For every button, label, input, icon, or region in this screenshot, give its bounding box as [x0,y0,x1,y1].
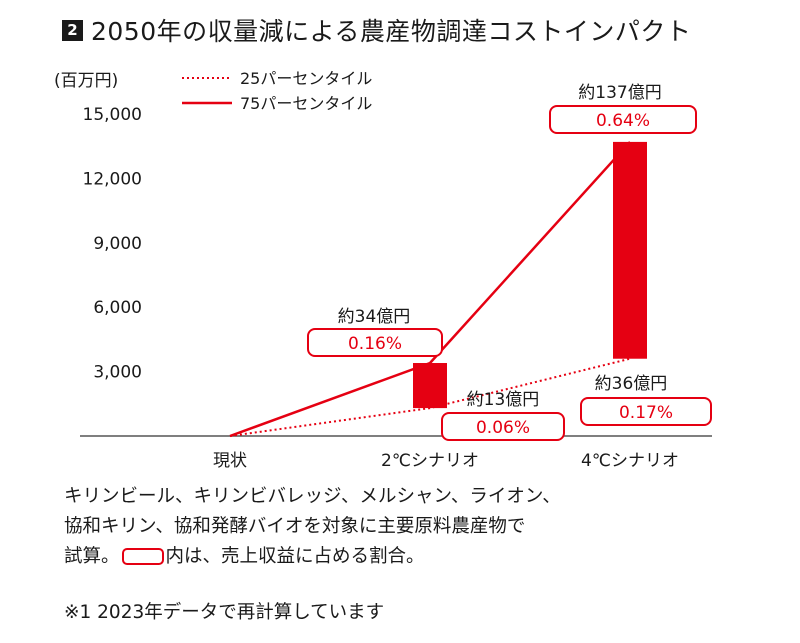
y-tick-label: 6,000 [93,298,142,318]
caption-line-1: キリンビール、キリンビバレッジ、メルシャン、ライオン、 [64,486,561,507]
annotation-share-label: 0.64% [596,111,650,131]
legend-label: 75パーセンタイル [240,94,372,113]
percentile-range-bar [613,141,647,359]
series-line-75th [229,141,631,438]
y-tick-label: 15,000 [83,105,142,125]
x-category-label: 2℃シナリオ [381,451,479,471]
x-category-label: 4℃シナリオ [581,451,679,471]
annotation-share-label: 0.17% [619,403,673,423]
caption-line-3-start: 試算。 [64,546,120,567]
caption-line-2: 協和キリン、協和発酵バイオを対象に主要原料農産物で [64,516,526,537]
annotation-share-box [580,397,712,426]
share-box-legend-icon [121,548,164,565]
annotation-share-label: 0.16% [348,334,402,354]
annotation-share-box [549,105,697,134]
annotation-share-box [441,412,565,441]
y-unit-label: (百万円) [54,71,118,91]
annotation-amount-label: 約13億円 [467,390,540,410]
caption-line-3: 試算。 内は、売上収益に占める割合。 [64,542,784,572]
y-tick-label: 9,000 [93,234,142,254]
footnote: ※1 2023年データで再計算しています [64,602,385,623]
caption-line-3-end: 内は、売上収益に占める割合。 [165,546,425,567]
legend-label: 25パーセンタイル [240,69,372,88]
annotation-share-box [307,328,443,357]
annotation-amount-label: 約137億円 [578,83,661,103]
chart-title: 2 2050年の収量減による農産物調達コストインパクト [62,12,691,48]
figure-number-badge: 2 [62,19,83,41]
x-category-label: 現状 [213,451,247,471]
y-tick-label: 3,000 [93,363,142,383]
caption: キリンビール、キリンビバレッジ、メルシャン、ライオン、 協和キリン、協和発酵バイ… [64,482,784,572]
annotation-amount-label: 約36億円 [595,374,668,394]
percentile-range-bar [413,363,447,409]
y-tick-label: 12,000 [83,169,142,189]
annotation-amount-label: 約34億円 [338,307,411,327]
cost-impact-chart: (百万円) 3,000 6,000 9,000 12,000 15,000 現状 2℃シナリオ… [54,69,712,471]
title-text: 2050年の収量減による農産物調達コストインパクト [91,17,692,46]
series-line-25th [229,357,631,437]
annotation-share-label: 0.06% [476,418,530,438]
